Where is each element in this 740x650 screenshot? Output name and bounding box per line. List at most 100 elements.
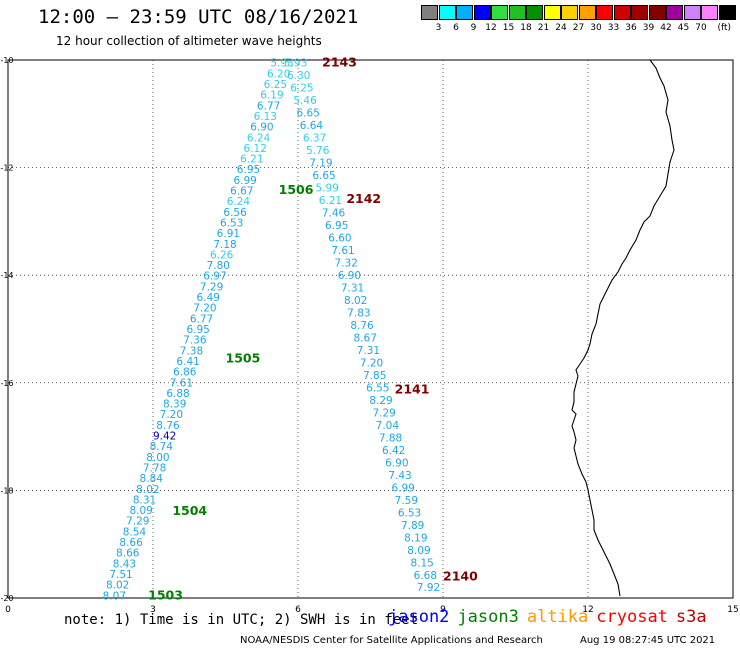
wave-height-label: 7.20: [193, 303, 216, 315]
wave-height-label: 8.19: [404, 532, 427, 544]
x-tick-label: 6: [295, 605, 301, 615]
wave-height-label: 9.42: [153, 431, 176, 443]
wave-height-label: 7.04: [376, 420, 400, 432]
wave-height-label: 6.65: [297, 108, 320, 120]
colorbar-swatch: [561, 5, 578, 20]
colorbar-label: 42: [660, 23, 672, 33]
wave-height-label: 6.26: [210, 249, 234, 261]
wave-height-label: 7.80: [207, 260, 230, 272]
wave-height-label: 8.84: [140, 473, 164, 485]
colorbar-swatch: [526, 5, 543, 20]
wave-height-label: 6.95: [325, 220, 348, 232]
colorbar-swatch: [438, 5, 456, 20]
pass-label: 2141: [395, 381, 430, 396]
x-tick-label: 0: [5, 605, 11, 615]
wave-height-label: 6.77: [257, 100, 280, 112]
wave-height-label: 6.65: [312, 170, 335, 182]
legend-item-jason3: jason3: [457, 607, 519, 627]
wave-height-label: 7.18: [213, 239, 236, 251]
wave-height-label: 6.24: [227, 196, 251, 208]
wave-height-label: 6.99: [391, 482, 414, 494]
wave-height-label: 8.31: [133, 494, 156, 506]
wave-height-label: 8.15: [410, 557, 433, 569]
wave-height-label: 8.00: [146, 452, 169, 464]
footer-timestamp: Aug 19 08:27:45 UTC 2021: [580, 635, 716, 646]
y-tick-label: -12: [0, 164, 13, 173]
pass-label: 1504: [172, 503, 207, 518]
colorbar-swatch: [473, 5, 491, 20]
wave-height-label: 6.60: [328, 233, 351, 245]
wave-height-label: 8.07: [103, 590, 126, 602]
colorbar-label: 18: [520, 23, 532, 33]
colorbar-label: 45: [677, 23, 690, 33]
wave-height-label: 5.93: [284, 58, 307, 70]
colorbar-swatch: [456, 5, 473, 20]
wave-height-label: 6.24: [247, 132, 271, 144]
legend-item-altika: altika: [526, 607, 589, 627]
wave-height-label: 6.20: [267, 68, 290, 80]
wave-height-label: 6.77: [190, 313, 213, 325]
wave-height-label: 6.25: [264, 79, 287, 91]
wave-height-label: 7.36: [183, 335, 207, 347]
page-subtitle: 12 hour collection of altimeter wave hei…: [56, 34, 322, 48]
wave-height-label: 6.30: [287, 70, 310, 82]
colorbar-label: 33: [607, 23, 620, 33]
pass-label: 1503: [148, 587, 183, 602]
wave-height-label: 6.56: [223, 207, 247, 219]
y-tick-label: -20: [0, 594, 13, 603]
wave-height-label: 8.09: [129, 505, 152, 517]
wave-height-label: 7.32: [335, 258, 358, 270]
wave-height-label: 6.41: [176, 356, 199, 368]
colorbar-swatch: [491, 5, 508, 20]
colorbar-label: 30: [590, 23, 602, 33]
wave-height-label: 6.86: [173, 367, 197, 379]
colorbar-label: 15: [502, 23, 515, 33]
wave-height-label: 6.88: [166, 388, 189, 400]
colorbar-swatch: [683, 5, 701, 20]
wave-height-label: 7.31: [357, 345, 380, 357]
wave-height-label: 7.29: [372, 407, 395, 419]
wave-height-label: 6.67: [230, 186, 253, 198]
wave-height-label: 8.39: [163, 399, 186, 411]
colorbar-label: 12: [485, 23, 497, 33]
wave-height-label: 7.51: [109, 569, 132, 581]
wave-height-label: 8.76: [350, 320, 374, 332]
colorbar-swatch: [543, 5, 561, 20]
wave-height-label: 8.02: [344, 295, 367, 307]
wave-height-label: 6.42: [382, 445, 405, 457]
wave-height-label: 6.90: [250, 122, 273, 134]
wave-height-label: 8.02: [136, 484, 159, 496]
wave-height-label: 6.97: [203, 271, 226, 283]
wave-height-label: 7.85: [363, 370, 386, 382]
x-tick-label: 3: [150, 605, 156, 615]
colorbar-swatch: [421, 5, 438, 20]
wave-height-label: 5.93: [270, 58, 293, 70]
colorbar-swatch: [596, 5, 613, 20]
pass-label: 2142: [346, 191, 381, 206]
colorbar-label: 24: [555, 23, 567, 33]
page-title: 12:00 — 23:59 UTC 08/16/2021: [38, 6, 359, 28]
wave-height-label: 6.95: [237, 164, 260, 176]
colorbar-swatch: [648, 5, 666, 20]
wave-height-label: 7.31: [341, 282, 364, 294]
wave-height-label: 8.66: [116, 548, 140, 560]
axis-ticks: 0 3 6 9 12 15 -10 -12 -14 -16 -18 -20: [0, 56, 738, 615]
wave-height-label: 7.20: [160, 409, 183, 421]
wave-height-label: 8.09: [407, 545, 430, 557]
wave-height-label: 5.76: [306, 145, 330, 157]
wave-height-label: 6.12: [244, 143, 267, 155]
wave-height-label: 6.55: [366, 382, 389, 394]
wave-height-label: 5.99: [316, 183, 339, 195]
wave-height-label: 6.53: [398, 507, 421, 519]
y-tick-label: -14: [0, 271, 13, 280]
wave-height-label: 6.99: [233, 175, 256, 187]
footer-note: note: 1) Time is in UTC; 2) SWH is in fe…: [64, 612, 419, 628]
colorbar-swatch: [718, 5, 736, 20]
colorbar-label: 21: [537, 23, 550, 33]
colorbar-swatch: [508, 5, 526, 20]
y-tick-label: -16: [0, 379, 13, 388]
wave-height-label: 7.78: [143, 462, 166, 474]
wave-height-label: 8.74: [150, 441, 174, 453]
wave-height-label: 8.02: [106, 580, 129, 592]
wave-height-label: 7.19: [309, 158, 332, 170]
